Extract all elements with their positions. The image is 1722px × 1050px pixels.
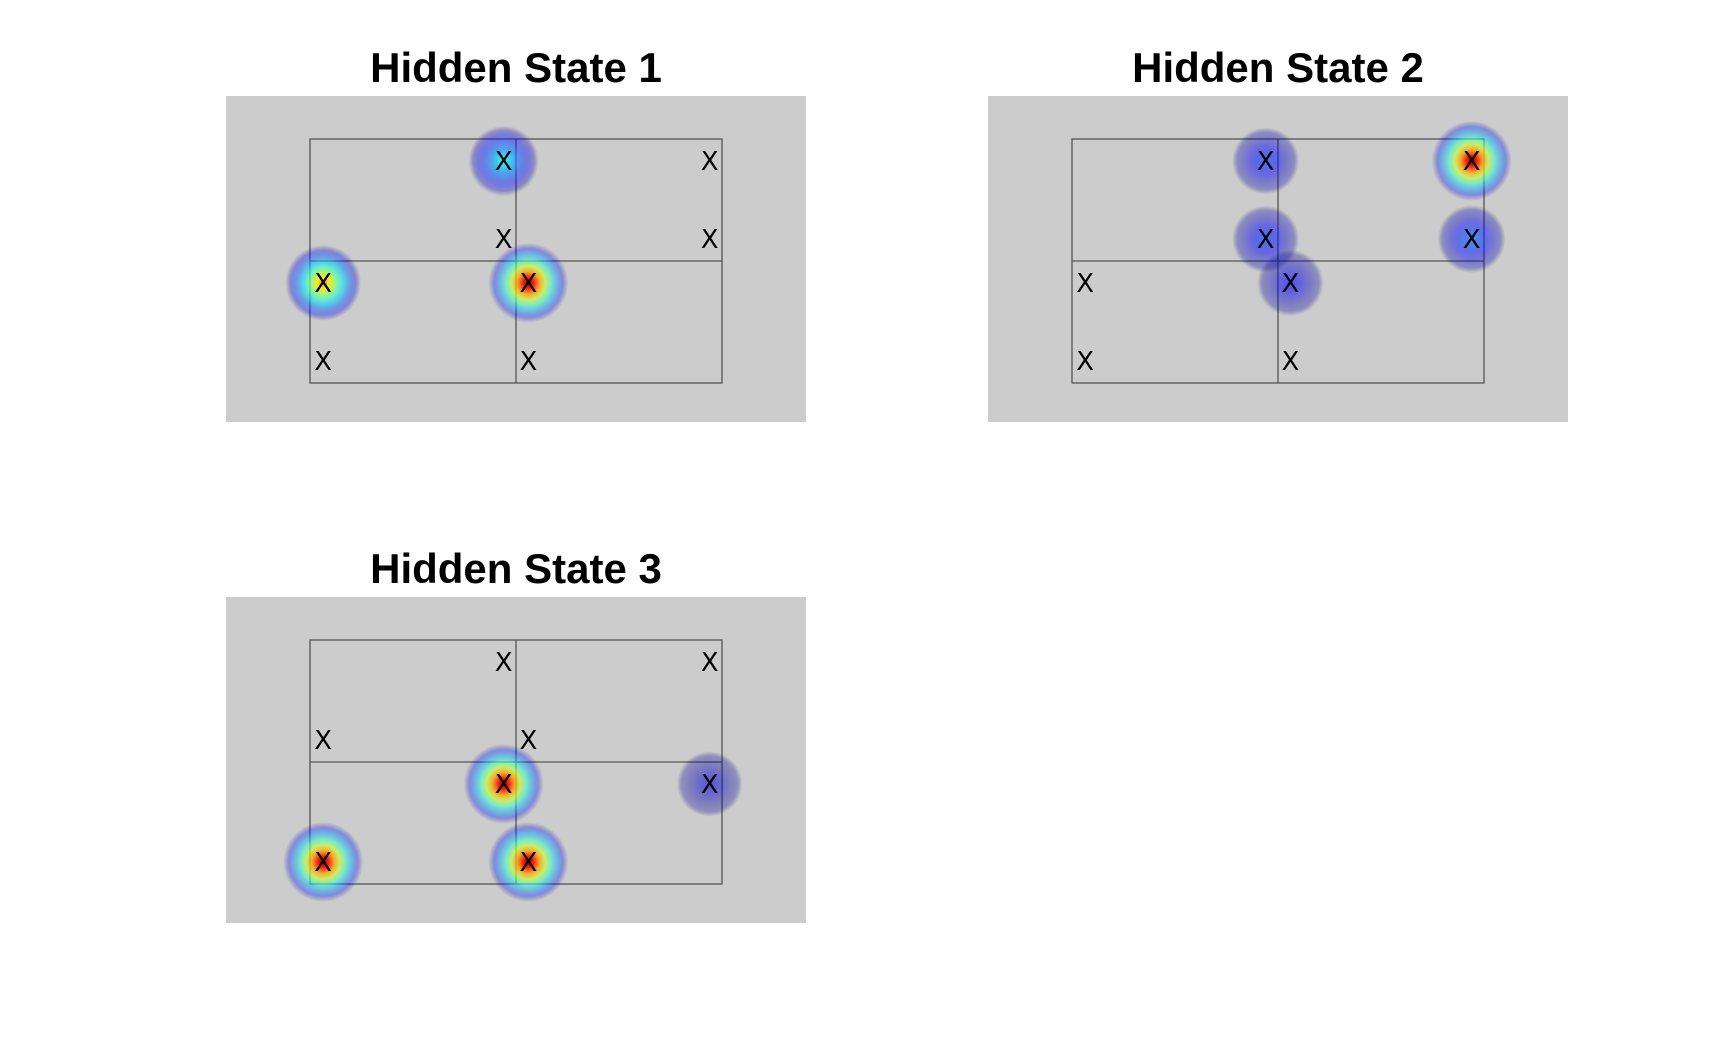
location-marker: X [314, 726, 332, 756]
location-marker: X [519, 269, 537, 299]
location-marker: X [701, 225, 719, 255]
location-marker: X [519, 848, 537, 878]
location-marker: X [314, 347, 332, 377]
panel-hidden-state-3: Hidden State 3 X XX XX XX X [226, 545, 806, 923]
heat-blob [463, 743, 544, 824]
heat-blob [283, 822, 364, 903]
heat-blob [1232, 127, 1300, 195]
heat-blob [488, 822, 569, 903]
location-marker: X [495, 147, 513, 177]
location-marker: X [701, 147, 719, 177]
location-marker: X [1076, 269, 1094, 299]
heat-blob [468, 125, 539, 197]
location-marker: X [701, 648, 719, 678]
location-marker: X [1076, 347, 1094, 377]
heat-blob [1431, 120, 1512, 201]
location-marker: X [1281, 347, 1299, 377]
location-marker: X [701, 770, 719, 800]
panel-hidden-state-2: Hidden State 2 X XX XX XX X [988, 44, 1568, 422]
panel-title: Hidden State 1 [370, 44, 662, 91]
heat-blob [488, 242, 569, 323]
location-marker: X [1281, 269, 1299, 299]
panel-title: Hidden State 3 [370, 545, 662, 592]
location-marker: X [1463, 225, 1481, 255]
heat-blob [676, 751, 743, 817]
heat-blob [1232, 205, 1300, 273]
location-marker: X [495, 648, 513, 678]
location-marker: X [1463, 147, 1481, 177]
heat-blob [285, 244, 362, 321]
location-marker: X [495, 225, 513, 255]
location-marker: X [314, 269, 332, 299]
location-marker: X [495, 770, 513, 800]
location-marker: X [519, 347, 537, 377]
location-marker: X [519, 726, 537, 756]
heat-blob [1437, 205, 1506, 274]
location-marker: X [1257, 147, 1275, 177]
location-marker: X [1257, 225, 1275, 255]
location-marker: X [314, 848, 332, 878]
panel-title: Hidden State 2 [1132, 44, 1424, 91]
